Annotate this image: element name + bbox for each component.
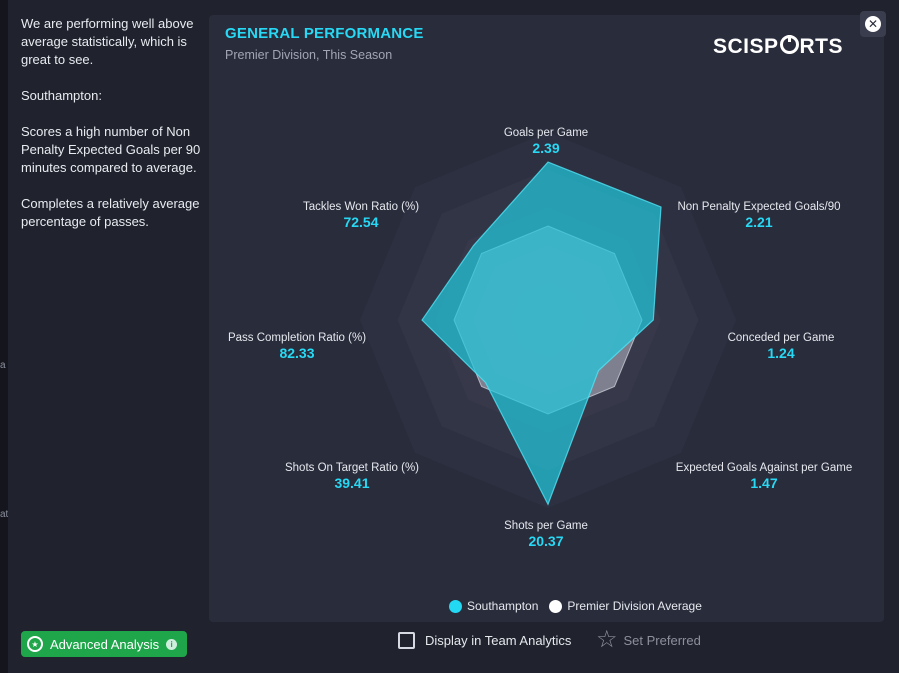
summary-paragraph: We are performing well above average sta… xyxy=(21,16,194,67)
axis-value: 39.41 xyxy=(334,475,369,491)
radar-series xyxy=(421,161,662,506)
axis-value: 2.21 xyxy=(745,214,772,230)
edge-fragment: a xyxy=(0,360,6,371)
axis-label: Conceded per Game xyxy=(728,332,835,344)
display-in-team-analytics[interactable]: Display in Team Analytics xyxy=(398,632,571,649)
legend-item-southampton: Southampton xyxy=(449,599,538,613)
logo-text: SCISP xyxy=(712,35,779,58)
axis-value: 1.24 xyxy=(767,345,794,361)
axis-label: Goals per Game xyxy=(504,127,588,139)
left-edge-strip: a at xyxy=(0,0,8,673)
axis-value: 82.33 xyxy=(279,345,314,361)
legend-dot xyxy=(549,599,563,613)
axis-value: 2.39 xyxy=(532,140,559,156)
axis-value: 72.54 xyxy=(343,214,378,230)
axis-label: Non Penalty Expected Goals/90 xyxy=(677,201,840,213)
close-button[interactable]: ✕ xyxy=(860,11,886,37)
logo-text: RTS xyxy=(799,35,843,58)
advanced-analysis-button[interactable]: ★ Advanced Analysis i xyxy=(21,631,187,657)
axis-value: 1.47 xyxy=(750,475,777,491)
summary-paragraph: Southampton: xyxy=(21,88,102,103)
axis-label: Tackles Won Ratio (%) xyxy=(303,201,419,213)
checkbox-icon[interactable] xyxy=(398,632,415,649)
chart-title: GENERAL PERFORMANCE xyxy=(225,25,424,42)
set-preferred-button[interactable]: ☆ Set Preferred xyxy=(596,626,701,653)
logo-power-icon xyxy=(779,35,799,54)
legend-item-average: Premier Division Average xyxy=(549,599,702,613)
chart-subtitle: Premier Division, This Season xyxy=(225,48,393,62)
star-circle-icon: ★ xyxy=(27,636,43,652)
chart-legend: Southampton Premier Division Average xyxy=(449,599,713,613)
scisports-logo: SCISP RTS xyxy=(713,35,843,59)
legend-label: Southampton xyxy=(467,599,539,613)
star-outline-icon: ☆ xyxy=(596,626,618,653)
axis-label: Expected Goals Against per Game xyxy=(676,462,852,474)
advanced-analysis-label: Advanced Analysis xyxy=(50,636,160,652)
axis-label: Shots per Game xyxy=(504,520,588,532)
axis-value: 20.37 xyxy=(528,533,563,549)
info-icon[interactable]: i xyxy=(166,638,178,650)
edge-fragment: at xyxy=(0,509,9,520)
summary-paragraph: Scores a high number of Non Penalty Expe… xyxy=(21,124,201,175)
summary-paragraph: Completes a relatively average percentag… xyxy=(21,196,200,229)
set-preferred-label: Set Preferred xyxy=(623,632,701,648)
close-icon: ✕ xyxy=(865,16,881,32)
axis-label: Pass Completion Ratio (%) xyxy=(228,332,366,344)
display-team-label: Display in Team Analytics xyxy=(425,633,572,648)
axis-label: Shots On Target Ratio (%) xyxy=(285,462,419,474)
summary-text: We are performing well above average sta… xyxy=(21,15,206,249)
series-southampton-polygon xyxy=(421,161,662,506)
legend-dot xyxy=(449,599,462,613)
legend-label: Premier Division Average xyxy=(567,599,702,613)
